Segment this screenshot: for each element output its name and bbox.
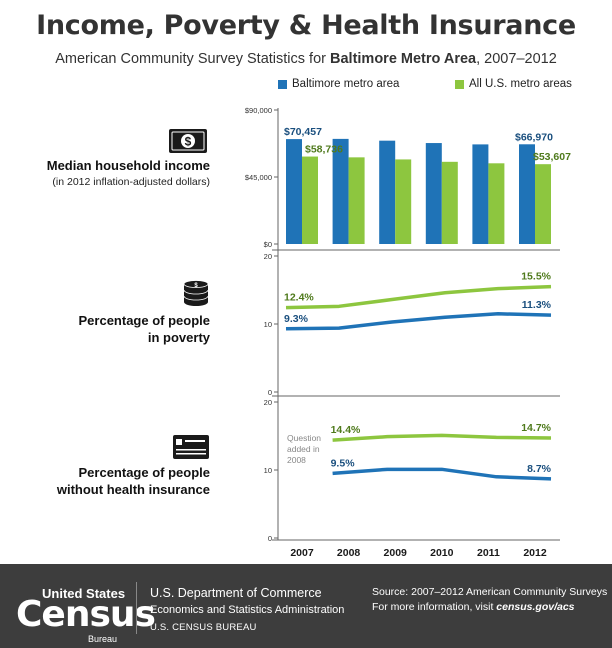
income-tick-label: $45,000 xyxy=(245,173,272,182)
x-tick-label: 2011 xyxy=(477,547,500,559)
insurance-card-icon xyxy=(173,435,209,459)
insurance-data-label: 8.7% xyxy=(527,463,552,475)
census-logo: Census xyxy=(16,594,156,635)
poverty-data-label: 12.4% xyxy=(284,292,314,304)
dept-line1: U.S. Department of Commerce xyxy=(150,586,322,600)
poverty-data-label: 11.3% xyxy=(522,299,552,311)
footer-divider xyxy=(136,582,137,634)
legend-swatch-baltimore xyxy=(278,79,287,89)
income-data-label: $58,736 xyxy=(305,144,343,156)
income-label: Median household income (in 2012 inflati… xyxy=(47,157,210,188)
insurance-annotation: added in xyxy=(287,444,320,454)
poverty-data-label: 15.5% xyxy=(521,271,551,283)
insurance-annotation: Question xyxy=(287,433,321,443)
income-bar-baltimore xyxy=(425,143,442,244)
insurance-line-us xyxy=(332,433,552,442)
poverty-tick-label: 20 xyxy=(264,252,272,261)
poverty-label-line1: Percentage of people xyxy=(78,313,210,328)
insurance-label-line1: Percentage of people xyxy=(78,465,210,480)
income-bar-us xyxy=(348,157,365,244)
insurance-tick-label: 10 xyxy=(264,466,272,475)
insurance-line-baltimore xyxy=(332,467,552,481)
coins-icon: $ xyxy=(183,280,209,306)
income-data-label: $70,457 xyxy=(284,126,322,138)
insurance-tick-label: 20 xyxy=(264,398,272,407)
x-tick-label: 2007 xyxy=(290,547,314,559)
income-label-main: Median household income xyxy=(46,158,210,173)
income-label-sub: (in 2012 inflation-adjusted dollars) xyxy=(52,176,210,188)
income-tick-label: $90,000 xyxy=(245,106,272,115)
legend-swatch-us xyxy=(455,79,464,89)
legend-item-us: All U.S. metro areas xyxy=(455,78,572,90)
x-tick-label: 2009 xyxy=(384,547,408,559)
subtitle-suffix: , 2007–2012 xyxy=(476,51,557,67)
poverty-label-line2: in poverty xyxy=(147,330,210,345)
source-line2: For more information, visit census.gov/a… xyxy=(372,601,575,613)
dept-line2: Economics and Statistics Administration xyxy=(150,604,345,616)
subtitle-bold: Baltimore Metro Area xyxy=(330,51,477,67)
income-bar-us xyxy=(395,159,412,244)
insurance-annotation: 2008 xyxy=(287,455,306,465)
insurance-label: Percentage of people without health insu… xyxy=(57,464,210,498)
source-line2-prefix: For more information, visit xyxy=(372,601,497,613)
x-tick-label: 2010 xyxy=(430,547,454,559)
income-bar-baltimore xyxy=(379,140,396,244)
poverty-label: Percentage of people in poverty xyxy=(79,312,210,346)
income-bar-baltimore xyxy=(519,144,535,244)
dollar-bill-icon: $ xyxy=(169,129,207,153)
chart-area: $0$45,000$90,0000102001020$70,457$58,736… xyxy=(245,106,571,559)
census-logo-sub: Bureau xyxy=(88,634,118,644)
poverty-tick-label: 0 xyxy=(268,388,272,397)
income-bar-us xyxy=(441,161,458,244)
income-bar-baltimore xyxy=(286,139,302,244)
census-logo-top: United States xyxy=(42,586,126,601)
income-bar-baltimore xyxy=(332,138,349,244)
poverty-data-label: 9.3% xyxy=(284,313,309,325)
dept-line3: U.S. CENSUS BUREAU xyxy=(150,622,257,633)
income-data-label: $66,970 xyxy=(515,131,553,143)
legend-label-baltimore: Baltimore metro area xyxy=(292,78,400,90)
svg-text:$: $ xyxy=(185,135,192,149)
x-tick-label: 2008 xyxy=(337,547,361,559)
poverty-tick-label: 10 xyxy=(264,320,272,329)
income-tick-label: $0 xyxy=(264,240,272,249)
income-bar-us xyxy=(535,164,551,244)
insurance-data-label: 9.5% xyxy=(331,457,356,469)
source-link[interactable]: census.gov/acs xyxy=(496,601,575,613)
poverty-line-us xyxy=(285,284,552,310)
income-bar-us xyxy=(302,156,318,244)
page-subtitle: American Community Survey Statistics for… xyxy=(0,51,612,67)
insurance-label-line2: without health insurance xyxy=(56,482,210,497)
poverty-line-baltimore xyxy=(285,312,552,331)
x-tick-label: 2012 xyxy=(523,547,547,559)
footer: United States Census Bureau U.S. Departm… xyxy=(0,564,612,648)
source-line1: Source: 2007–2012 American Community Sur… xyxy=(372,586,608,598)
income-bar-baltimore xyxy=(472,144,489,244)
legend-item-baltimore: Baltimore metro area xyxy=(278,78,399,90)
legend-label-us: All U.S. metro areas xyxy=(469,78,572,90)
income-bar-us xyxy=(488,163,505,244)
insurance-data-label: 14.7% xyxy=(521,422,551,434)
page-title: Income, Poverty & Health Insurance xyxy=(36,10,576,41)
insurance-tick-label: 0 xyxy=(268,534,272,543)
subtitle-prefix: American Community Survey Statistics for xyxy=(55,51,330,67)
income-data-label: $53,607 xyxy=(533,151,571,163)
insurance-data-label: 14.4% xyxy=(331,424,361,436)
svg-text:$: $ xyxy=(194,283,198,289)
